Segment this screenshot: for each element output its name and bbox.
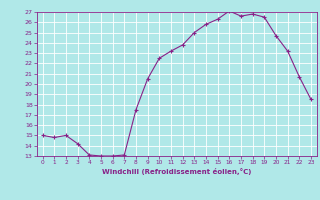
X-axis label: Windchill (Refroidissement éolien,°C): Windchill (Refroidissement éolien,°C) bbox=[102, 168, 252, 175]
